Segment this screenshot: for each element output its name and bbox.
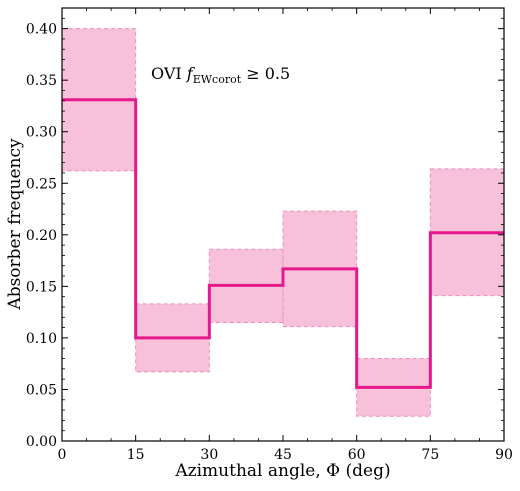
- frequency-step-path: [62, 98, 504, 389]
- x-tick-label: 45: [274, 447, 292, 463]
- y-tick-label: 0.25: [26, 176, 57, 192]
- uncertainty-bands: [61, 28, 505, 417]
- y-tick-label: 0.40: [26, 22, 57, 38]
- y-tick-label: 0.35: [26, 73, 57, 89]
- x-tick-label: 90: [495, 447, 513, 463]
- annotation-suffix: ≥ 0.5: [241, 64, 290, 83]
- y-tick-label: 0.05: [26, 382, 57, 398]
- annotation-f: f: [186, 64, 196, 83]
- x-tick-label: 30: [200, 447, 218, 463]
- x-axis-label: Azimuthal angle, Φ (deg): [174, 461, 390, 481]
- frequency-step-line: [62, 98, 504, 389]
- y-tick-label: 0.20: [26, 228, 57, 244]
- y-tick-label: 0.10: [26, 331, 57, 347]
- x-tick-label: 15: [127, 447, 145, 463]
- y-tick-label: 0.30: [26, 125, 57, 141]
- annotation: OVI fEWcorot ≥ 0.5: [151, 64, 290, 86]
- x-tick-label: 60: [348, 447, 366, 463]
- annotation-prefix: OVI: [151, 64, 187, 83]
- y-axis-label: Absorber frequency: [5, 138, 25, 311]
- y-tick-label: 0.00: [26, 434, 57, 450]
- y-tick-label: 0.15: [26, 279, 57, 295]
- annotation-subscript: EWcorot: [193, 73, 242, 86]
- x-axis-ticks: 0 15 30 45 60 75 90: [58, 8, 513, 463]
- x-tick-label: 0: [58, 447, 67, 463]
- x-tick-label: 75: [421, 447, 439, 463]
- y-axis-ticks: 0.00 0.05 0.10 0.15 0.20 0.25 0.30 0.35 0.40: [26, 17, 504, 450]
